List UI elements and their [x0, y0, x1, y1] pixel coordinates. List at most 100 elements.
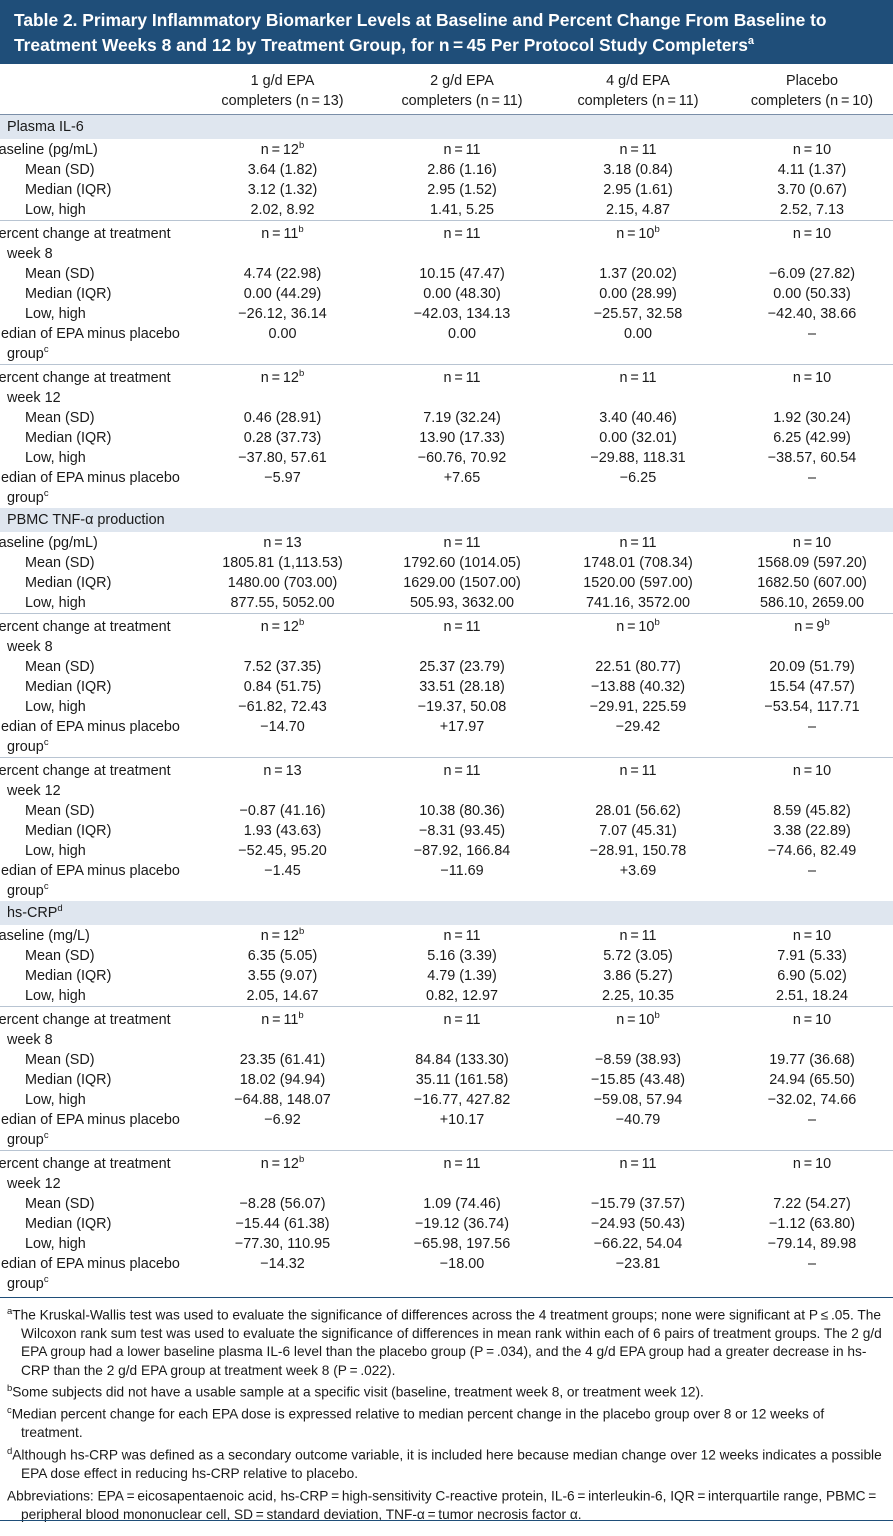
value-cell-placebo: 2.52, 7.13 [779, 201, 844, 218]
value-cell-placebo: −53.54, 117.71 [764, 698, 860, 715]
table-row: Median (IQR) 3.12 (1.32) 2.95 (1.52) 2.95 (… [0, 180, 893, 200]
table-row: Mean (SD) −0.87 (41.16) 10.38 (80.36) 28.01… [0, 801, 893, 821]
value-cell-4g: −59.08, 57.94 [593, 1091, 683, 1108]
row-label: Median of EPA minus placebo groupc [0, 1111, 180, 1148]
value-cell-4g: 3.86 (5.27) [603, 967, 673, 984]
row-label: Mean (SD) [25, 802, 95, 819]
row-label: Mean (SD) [25, 658, 95, 675]
value-cell-4g: 741.16, 3572.00 [585, 594, 691, 611]
value-cell-2g: −60.76, 70.92 [417, 449, 507, 466]
n-cell-4g: n = 10b [545, 1005, 731, 1050]
group-label: Percent change at treatment week 12 [0, 756, 186, 801]
value-cell-placebo: 7.91 (5.33) [777, 947, 847, 964]
value-cell-4g: 3.40 (40.46) [599, 409, 677, 426]
row-label: Median of EPA minus placebo groupc [0, 1255, 180, 1292]
median-minus-placebo-row: Median of EPA minus placebo groupc −14.70… [0, 717, 893, 758]
group-label: Baseline (pg/mL) [0, 534, 98, 551]
table-row: Low, high 2.02, 8.92 1.41, 5.25 2.15, 4.87 2… [0, 200, 893, 221]
table-row: Mean (SD) 3.64 (1.82) 2.86 (1.16) 3.18 (0.8… [0, 160, 893, 180]
n-cell-4g: n = 11 [619, 141, 657, 158]
column-header-2g: 2 g/d EPA completers (n = 11) [379, 63, 545, 115]
value-cell-4g: 1748.01 (708.34) [583, 554, 693, 571]
n-cell-4g: n = 10b [545, 612, 731, 657]
value-cell-placebo: 24.94 (65.50) [769, 1071, 855, 1088]
n-cell-placebo: n = 10 [731, 756, 893, 801]
value-cell-4g: −25.57, 32.58 [593, 305, 683, 322]
table-row: Mean (SD) 6.35 (5.05) 5.16 (3.39) 5.72 (3.0… [0, 946, 893, 966]
value-cell-4g: 1.37 (20.02) [599, 265, 677, 282]
table-row: Low, high −61.82, 72.43 −19.37, 50.08 −29.9… [0, 697, 893, 717]
footnote-text: Although hs-CRP was defined as a seconda… [12, 1447, 882, 1482]
value-cell-1g: −8.28 (56.07) [239, 1195, 326, 1212]
value-cell-placebo: −32.02, 74.66 [767, 1091, 857, 1108]
value-cell-4g: −8.59 (38.93) [594, 1051, 681, 1068]
biomarker-table: 1 g/d EPA completers (n = 13) 2 g/d EPA co… [0, 63, 893, 1294]
row-label: Low, high [25, 698, 86, 715]
value-cell-2g: 10.38 (80.36) [419, 802, 505, 819]
value-cell-1g: −52.45, 95.20 [238, 842, 327, 859]
value-cell-1g: 23.35 (61.41) [239, 1051, 326, 1068]
value-cell-4g: 1520.00 (597.00) [583, 574, 693, 591]
n-cell-2g: n = 11 [379, 756, 545, 801]
value-cell-1g: 6.35 (5.05) [247, 947, 318, 964]
row-label: Low, high [25, 449, 86, 466]
value-cell-placebo: 3.38 (22.89) [773, 822, 851, 839]
value-cell-2g: −16.77, 427.82 [413, 1091, 511, 1108]
value-cell-placebo: 20.09 (51.79) [769, 658, 855, 675]
table-row: Median (IQR) 0.28 (37.73) 13.90 (17.33) 0.0… [0, 428, 893, 448]
value-cell-1g: 4.74 (22.98) [243, 265, 322, 282]
value-cell-2g: +7.65 [443, 469, 481, 486]
table-title-footnote-mark: a [747, 35, 754, 47]
median-minus-placebo-row: Median of EPA minus placebo groupc −14.32… [0, 1254, 893, 1294]
value-cell-1g: 1.93 (43.63) [243, 822, 322, 839]
n-cell-1g: n = 12b [186, 1149, 379, 1194]
value-cell-placebo: 1.92 (30.24) [773, 409, 851, 426]
value-cell-placebo: −6.09 (27.82) [768, 265, 855, 282]
value-cell-placebo: – [807, 469, 816, 486]
value-cell-1g: −5.97 [264, 469, 301, 486]
value-cell-1g: 7.52 (37.35) [243, 658, 322, 675]
footnote: Abbreviations: EPA = eicosapentaenoic ac… [7, 1484, 883, 1525]
value-cell-1g: 1805.81 (1,113.53) [222, 554, 343, 571]
n-cell-2g: n = 11 [379, 219, 545, 264]
value-cell-4g: −29.88, 118.31 [590, 449, 686, 466]
value-cell-1g: 0.00 [268, 325, 297, 342]
row-label: Median (IQR) [25, 429, 112, 446]
table-row: Low, high 2.05, 14.67 0.82, 12.97 2.25, 10.… [0, 986, 893, 1007]
table-row: Low, high −52.45, 95.20 −87.92, 166.84 −28.… [0, 841, 893, 861]
value-cell-4g: −29.91, 225.59 [589, 698, 687, 715]
value-cell-placebo: 3.70 (0.67) [777, 181, 847, 198]
value-cell-4g: 0.00 (28.99) [599, 285, 677, 302]
value-cell-1g: −6.92 [264, 1111, 301, 1128]
group-label: Percent change at treatment week 8 [0, 219, 186, 264]
column-header-4g: 4 g/d EPA completers (n = 11) [545, 63, 731, 115]
bottom-rule [0, 1520, 893, 1521]
table-row: Low, high 877.55, 5052.00 505.93, 3632.00 7… [0, 593, 893, 614]
group-n-row: Percent change at treatment week 12 n = 1… [0, 756, 893, 801]
n-cell-2g: n = 11 [443, 534, 481, 551]
n-cell-1g: n = 13 [263, 534, 302, 551]
table-row: Low, high −26.12, 36.14 −42.03, 134.13 −25.… [0, 304, 893, 324]
n-cell-4g: n = 11 [619, 927, 657, 944]
value-cell-4g: −24.93 (50.43) [590, 1215, 685, 1232]
value-cell-2g: 0.00 (48.30) [423, 285, 501, 302]
footnote-mark: a [7, 1305, 13, 1317]
value-cell-4g: −15.85 (43.48) [590, 1071, 685, 1088]
n-cell-placebo: n = 10 [731, 363, 893, 408]
n-cell-1g: n = 12b [186, 612, 379, 657]
value-cell-1g: 3.55 (9.07) [247, 967, 318, 984]
footnote-mark: d [7, 1445, 13, 1457]
row-label: Median of EPA minus placebo groupc [0, 718, 180, 755]
value-cell-placebo: – [807, 1255, 816, 1272]
value-cell-1g: 877.55, 5052.00 [230, 594, 335, 611]
column-header-1g: 1 g/d EPA completers (n = 13) [186, 63, 379, 115]
group-label: Percent change at treatment week 8 [0, 612, 186, 657]
value-cell-4g: 2.15, 4.87 [605, 201, 670, 218]
value-cell-1g: −61.82, 72.43 [238, 698, 327, 715]
row-label: Mean (SD) [25, 1195, 95, 1212]
value-cell-4g: −29.42 [615, 718, 661, 735]
value-cell-placebo: 586.10, 2659.00 [759, 594, 865, 611]
